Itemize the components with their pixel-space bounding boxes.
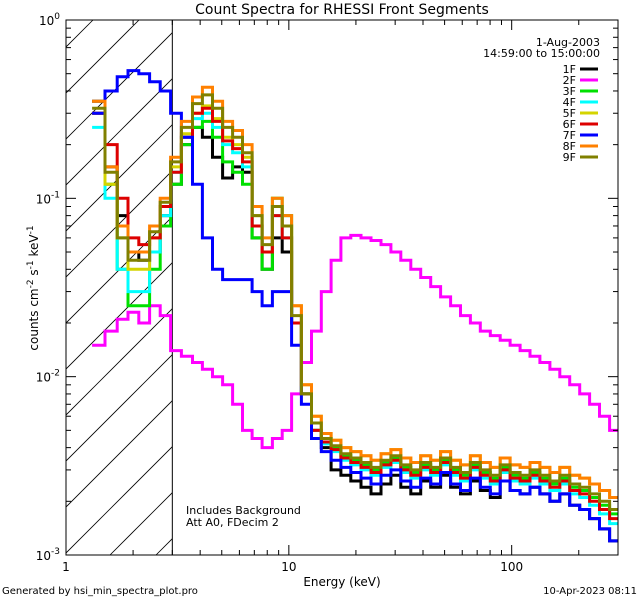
y-label-exp: -2 bbox=[26, 279, 36, 288]
hatch-line bbox=[0, 20, 415, 555]
x-tick-label: 1 bbox=[62, 560, 70, 574]
x-tick-label: 10 bbox=[281, 560, 296, 574]
y-axis-label: counts cm-2 s-1 keV-1 bbox=[26, 225, 41, 350]
y-label-exp: -1 bbox=[26, 225, 36, 234]
hatch-line bbox=[0, 20, 93, 555]
y-tick-label: 100 bbox=[39, 12, 60, 28]
time-range-label: 14:59:00 to 15:00:00 bbox=[483, 47, 600, 60]
legend-label-9F: 9F bbox=[563, 151, 576, 164]
chart-title: Count Spectra for RHESSI Front Segments bbox=[195, 2, 489, 18]
hatch-line bbox=[0, 20, 47, 555]
series-layer bbox=[92, 71, 620, 541]
x-axis-ticks: 1 10 100 bbox=[62, 20, 618, 574]
y-label-part: keV bbox=[27, 234, 41, 261]
hatch-line bbox=[0, 20, 139, 555]
annotation-attenuator: Att A0, FDecim 2 bbox=[186, 516, 279, 529]
series-8F-line bbox=[92, 87, 620, 497]
y-label-exp: -1 bbox=[26, 260, 36, 269]
y-label-part: counts cm bbox=[27, 288, 41, 350]
hatch-line bbox=[0, 20, 1, 555]
y-tick-label: 10-3 bbox=[36, 547, 60, 563]
x-axis-label: Energy (keV) bbox=[303, 575, 380, 589]
hatch-line bbox=[0, 20, 277, 555]
y-label-part: s bbox=[27, 269, 41, 279]
y-tick-label: 10-1 bbox=[36, 190, 60, 206]
x-tick-label: 100 bbox=[500, 560, 523, 574]
hatch-line bbox=[0, 20, 323, 555]
footer-timestamp: 10-Apr-2023 08:11 bbox=[543, 586, 637, 597]
footer-generated-by: Generated by hsi_min_spectra_plot.pro bbox=[2, 586, 198, 597]
hatch-line bbox=[0, 20, 369, 555]
series-2F-line bbox=[92, 235, 620, 447]
y-tick-label: 10-2 bbox=[36, 369, 60, 385]
